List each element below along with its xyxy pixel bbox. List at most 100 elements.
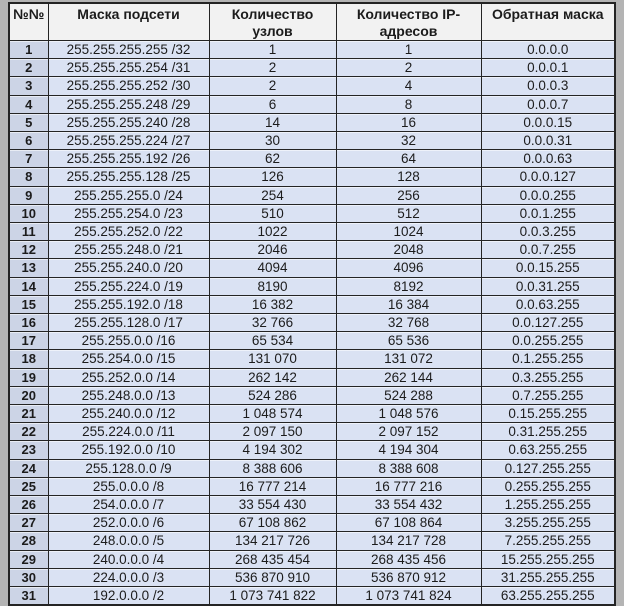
node-count-cell: 2 — [208, 58, 337, 78]
node-count-cell: 16 382 — [208, 294, 337, 315]
subnet-mask-cell: 255.192.0.0 /10 — [47, 440, 210, 460]
subnet-mask-cell: 255.224.0.0 /11 — [47, 422, 210, 442]
node-count-cell: 33 554 430 — [208, 495, 337, 515]
wildcard-mask-cell: 0.0.3.255 — [480, 222, 616, 242]
table-row: 4 255.255.255.248 /29 6 8 0.0.0.7 — [8, 94, 616, 114]
wildcard-mask-cell: 0.0.31.255 — [480, 276, 616, 296]
wildcard-mask-cell: 1.255.255.255 — [480, 495, 616, 515]
wildcard-mask-cell: 0.0.1.255 — [480, 203, 616, 224]
row-number-cell: 14 — [8, 276, 49, 296]
ip-count-cell: 16 — [335, 112, 482, 133]
subnet-mask-cell: 255.255.255.224 /27 — [47, 131, 210, 151]
table-row: 23 255.192.0.0 /10 4 194 302 4 194 304 0.63.… — [8, 440, 616, 460]
subnet-mask-cell: 255.255.252.0 /22 — [47, 222, 210, 242]
node-count-cell: 1 — [208, 39, 337, 60]
header-row-number-label: №№ — [13, 6, 45, 22]
subnet-mask-cell: 255.254.0.0 /15 — [47, 349, 210, 369]
ip-count-cell: 8192 — [335, 276, 482, 296]
header-ip-count-line2: адресов — [379, 23, 438, 39]
subnet-mask-cell: 255.240.0.0 /12 — [47, 404, 210, 424]
row-number-cell: 3 — [8, 76, 49, 96]
ip-count-cell: 2 — [335, 58, 482, 78]
table-row: 12 255.255.248.0 /21 2046 2048 0.0.7.255 — [8, 240, 616, 260]
row-number-cell: 11 — [8, 222, 49, 242]
table-row: 21 255.240.0.0 /12 1 048 574 1 048 576 0.15.… — [8, 404, 616, 424]
table-row: 7 255.255.255.192 /26 62 64 0.0.0.63 — [8, 149, 616, 169]
node-count-cell: 6 — [208, 94, 337, 114]
row-number-cell: 1 — [8, 39, 49, 60]
table-row: 3 255.255.255.252 /30 2 4 0.0.0.3 — [8, 76, 616, 96]
ip-count-cell: 134 217 728 — [335, 531, 482, 551]
ip-count-cell: 4 194 304 — [335, 440, 482, 460]
table-row: 11 255.255.252.0 /22 1022 1024 0.0.3.255 — [8, 222, 616, 242]
ip-count-cell: 4096 — [335, 258, 482, 278]
table-row: 15 255.255.192.0 /18 16 382 16 384 0.0.63.25… — [8, 294, 616, 315]
table-row: 14 255.255.224.0 /19 8190 8192 0.0.31.255 — [8, 276, 616, 296]
wildcard-mask-cell: 0.15.255.255 — [480, 404, 616, 424]
subnet-mask-cell: 255.255.248.0 /21 — [47, 240, 210, 260]
header-wildcard-mask: Обратная маска — [480, 2, 616, 41]
ip-count-cell: 4 — [335, 76, 482, 96]
subnet-mask-cell: 240.0.0.0 /4 — [47, 549, 210, 569]
subnet-mask-cell: 255.255.254.0 /23 — [47, 203, 210, 224]
subnet-mask-cell: 255.255.0.0 /16 — [47, 331, 210, 351]
row-number-cell: 18 — [8, 349, 49, 369]
wildcard-mask-cell: 0.63.255.255 — [480, 440, 616, 460]
row-number-cell: 31 — [8, 586, 49, 606]
table-row: 27 252.0.0.0 /6 67 108 862 67 108 864 3.255.… — [8, 513, 616, 533]
node-count-cell: 30 — [208, 131, 337, 151]
node-count-cell: 8190 — [208, 276, 337, 296]
row-number-cell: 30 — [8, 567, 49, 588]
table-row: 13 255.255.240.0 /20 4094 4096 0.0.15.255 — [8, 258, 616, 278]
table-row: 22 255.224.0.0 /11 2 097 150 2 097 152 0.31.… — [8, 422, 616, 442]
subnet-mask-cell: 255.255.128.0 /17 — [47, 313, 210, 333]
header-wildcard-mask-label: Обратная маска — [491, 6, 604, 22]
table-header: №№ Маска подсети Количество узлов Количе… — [8, 2, 616, 41]
header-row: №№ Маска подсети Количество узлов Количе… — [8, 2, 616, 41]
ip-count-cell: 2048 — [335, 240, 482, 260]
node-count-cell: 16 777 214 — [208, 476, 337, 497]
wildcard-mask-cell: 0.1.255.255 — [480, 349, 616, 369]
row-number-cell: 7 — [8, 149, 49, 169]
row-number-cell: 20 — [8, 385, 49, 406]
header-subnet-mask-label: Маска подсети — [77, 6, 180, 22]
header-row-number: №№ — [8, 2, 49, 41]
wildcard-mask-cell: 31.255.255.255 — [480, 567, 616, 588]
header-node-count-line2: узлов — [252, 23, 293, 39]
row-number-cell: 19 — [8, 367, 49, 387]
ip-count-cell: 1024 — [335, 222, 482, 242]
wildcard-mask-cell: 0.7.255.255 — [480, 385, 616, 406]
node-count-cell: 8 388 606 — [208, 458, 337, 478]
wildcard-mask-cell: 0.0.0.255 — [480, 185, 616, 205]
node-count-cell: 268 435 454 — [208, 549, 337, 569]
row-number-cell: 4 — [8, 94, 49, 114]
wildcard-mask-cell: 0.255.255.255 — [480, 476, 616, 497]
row-number-cell: 6 — [8, 131, 49, 151]
wildcard-mask-cell: 0.0.127.255 — [480, 313, 616, 333]
row-number-cell: 5 — [8, 112, 49, 133]
row-number-cell: 21 — [8, 404, 49, 424]
row-number-cell: 17 — [8, 331, 49, 351]
subnet-mask-cell: 255.255.255.248 /29 — [47, 94, 210, 114]
subnet-mask-cell: 255.255.255.240 /28 — [47, 112, 210, 133]
node-count-cell: 134 217 726 — [208, 531, 337, 551]
table-row: 28 248.0.0.0 /5 134 217 726 134 217 728 7.25… — [8, 531, 616, 551]
table-row: 19 255.252.0.0 /14 262 142 262 144 0.3.255.2… — [8, 367, 616, 387]
table-row: 29 240.0.0.0 /4 268 435 454 268 435 456 15.2… — [8, 549, 616, 569]
row-number-cell: 24 — [8, 458, 49, 478]
subnet-mask-cell: 255.128.0.0 /9 — [47, 458, 210, 478]
subnet-mask-cell: 192.0.0.0 /2 — [47, 586, 210, 606]
header-ip-count-line1: Количество IP- — [356, 6, 461, 22]
table-row: 9 255.255.255.0 /24 254 256 0.0.0.255 — [8, 185, 616, 205]
wildcard-mask-cell: 0.0.0.7 — [480, 94, 616, 114]
wildcard-mask-cell: 0.0.15.255 — [480, 258, 616, 278]
table-row: 24 255.128.0.0 /9 8 388 606 8 388 608 0.127.… — [8, 458, 616, 478]
table-row: 16 255.255.128.0 /17 32 766 32 768 0.0.127.2… — [8, 313, 616, 333]
table-row: 30 224.0.0.0 /3 536 870 910 536 870 912 31.2… — [8, 567, 616, 588]
subnet-mask-table: №№ Маска подсети Количество узлов Количе… — [8, 2, 616, 606]
row-number-cell: 22 — [8, 422, 49, 442]
subnet-mask-cell: 248.0.0.0 /5 — [47, 531, 210, 551]
wildcard-mask-cell: 7.255.255.255 — [480, 531, 616, 551]
table-row: 25 255.0.0.0 /8 16 777 214 16 777 216 0.255.… — [8, 476, 616, 497]
wildcard-mask-cell: 0.0.255.255 — [480, 331, 616, 351]
